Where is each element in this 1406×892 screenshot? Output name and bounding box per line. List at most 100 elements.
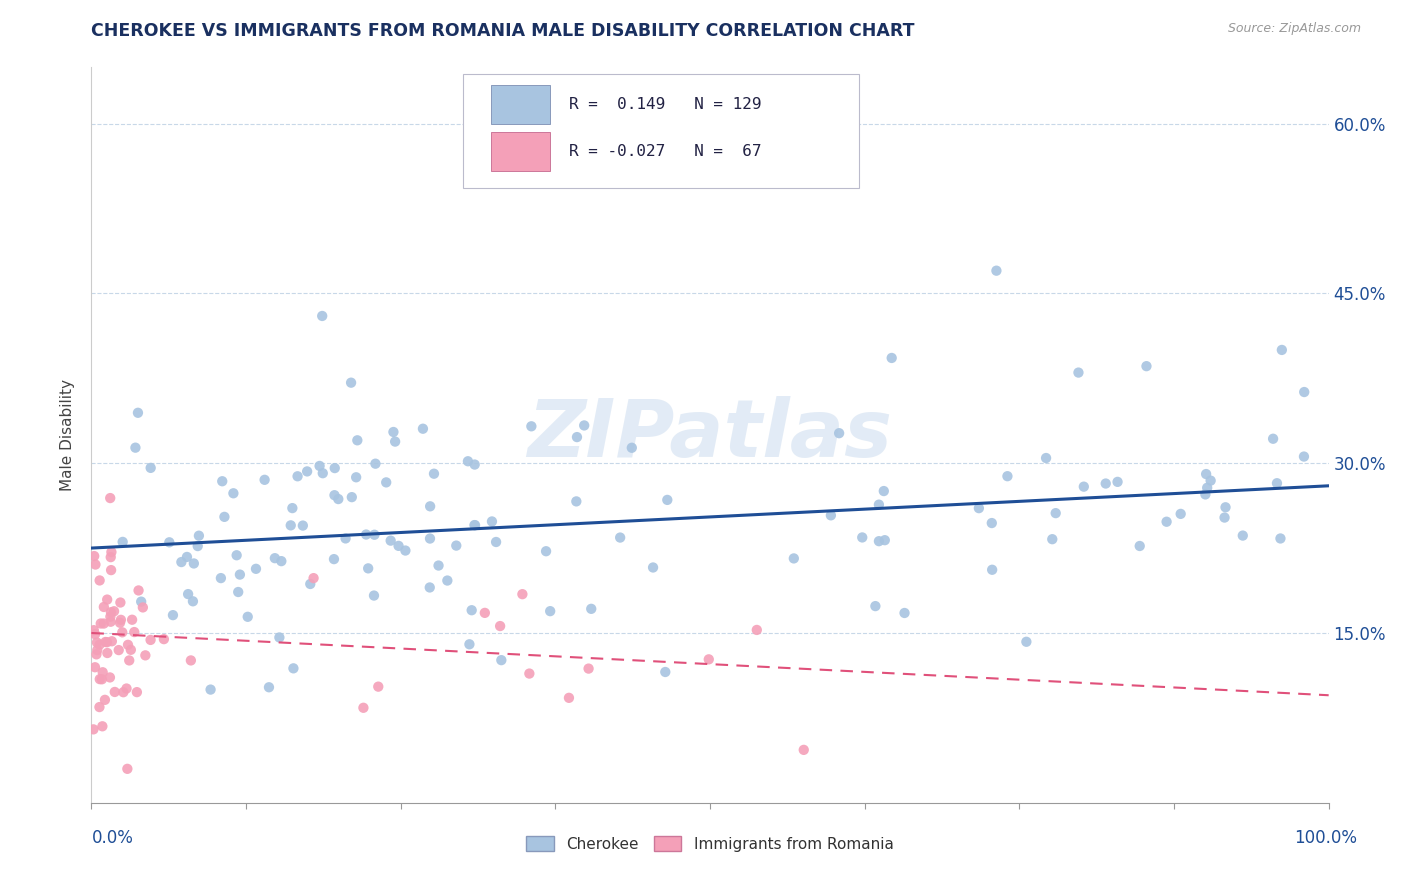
Point [291, 518, 314, 533]
Point [357, 561, 380, 575]
Point [340, 490, 363, 504]
Point [253, 473, 276, 487]
Point [84, 558, 107, 572]
Point [565, 494, 588, 508]
Point [520, 419, 543, 434]
Point [1135, 359, 1157, 373]
Point [108, 615, 131, 630]
Point [745, 623, 768, 637]
Point [93, 599, 115, 614]
Point [412, 422, 434, 436]
Point [380, 533, 402, 548]
Point [111, 534, 134, 549]
Point [436, 574, 458, 588]
Point [363, 589, 385, 603]
Point [519, 666, 541, 681]
Point [117, 762, 139, 776]
Point [581, 602, 603, 616]
Point [312, 467, 335, 481]
Point [229, 567, 252, 582]
Point [364, 457, 387, 471]
Point [1199, 474, 1222, 488]
Point [375, 475, 398, 490]
Text: R =  0.149   N = 129: R = 0.149 N = 129 [569, 97, 762, 112]
Point [323, 461, 346, 475]
Point [427, 558, 450, 573]
Point [578, 662, 600, 676]
Point [222, 486, 245, 500]
Point [323, 552, 346, 566]
Point [997, 469, 1019, 483]
Point [446, 539, 468, 553]
FancyBboxPatch shape [463, 74, 859, 188]
Point [1067, 366, 1090, 380]
Point [980, 516, 1002, 530]
FancyBboxPatch shape [491, 132, 550, 171]
Point [89, 700, 111, 714]
Point [1261, 432, 1284, 446]
Point [335, 532, 357, 546]
Point [295, 464, 318, 478]
Point [464, 458, 486, 472]
Point [344, 470, 367, 484]
Point [1035, 450, 1057, 465]
Point [96, 592, 118, 607]
Point [153, 632, 176, 647]
Point [110, 613, 132, 627]
Point [104, 685, 127, 699]
Point [120, 642, 142, 657]
Point [1129, 539, 1152, 553]
Point [423, 467, 446, 481]
Point [981, 563, 1004, 577]
Point [697, 652, 720, 666]
Point [967, 501, 990, 516]
Point [209, 571, 232, 585]
Point [868, 534, 890, 549]
Point [100, 563, 122, 577]
Point [93, 616, 115, 631]
Point [340, 376, 363, 390]
Point [176, 549, 198, 564]
Point [115, 681, 138, 696]
Text: CHEROKEE VS IMMIGRANTS FROM ROMANIA MALE DISABILITY CORRELATION CHART: CHEROKEE VS IMMIGRANTS FROM ROMANIA MALE… [91, 22, 915, 40]
Point [489, 619, 512, 633]
Point [94, 635, 117, 649]
Point [641, 560, 664, 574]
Point [893, 606, 915, 620]
Point [512, 587, 534, 601]
Point [157, 535, 180, 549]
Point [620, 441, 643, 455]
Point [308, 458, 330, 473]
Point [124, 441, 146, 455]
Point [134, 648, 156, 663]
Point [323, 488, 346, 502]
Point [82, 723, 104, 737]
Point [180, 653, 202, 667]
Point [89, 574, 111, 588]
Text: R = -0.027   N =  67: R = -0.027 N = 67 [569, 145, 762, 160]
Point [110, 595, 132, 609]
Point [384, 434, 406, 449]
Point [873, 533, 896, 548]
Point [236, 609, 259, 624]
Point [287, 469, 309, 483]
Point [257, 680, 280, 694]
Point [94, 693, 117, 707]
Point [162, 608, 184, 623]
Point [419, 581, 441, 595]
Text: 0.0%: 0.0% [91, 829, 134, 847]
Point [183, 557, 205, 571]
Point [558, 690, 581, 705]
Point [107, 643, 129, 657]
Point [463, 518, 485, 533]
Point [125, 685, 148, 699]
Point [1015, 634, 1038, 648]
Point [263, 551, 285, 566]
Point [91, 665, 114, 680]
Point [458, 637, 481, 651]
Point [1270, 532, 1292, 546]
Point [299, 577, 322, 591]
Point [83, 623, 105, 637]
Point [1045, 506, 1067, 520]
Point [132, 600, 155, 615]
